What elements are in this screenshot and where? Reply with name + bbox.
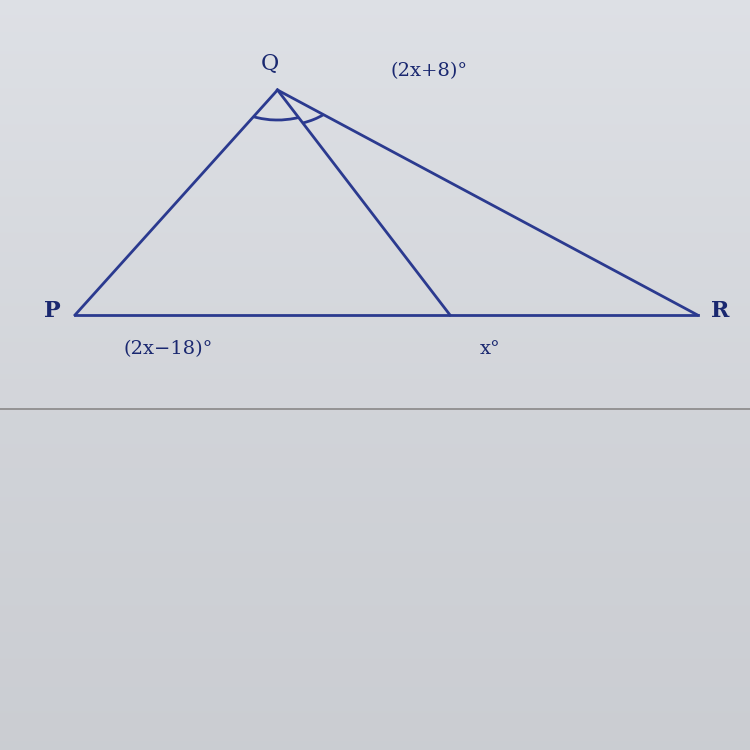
Text: (2x+8)°: (2x+8)° bbox=[390, 62, 467, 80]
Text: R: R bbox=[711, 300, 729, 322]
Text: (2x−18)°: (2x−18)° bbox=[124, 340, 213, 358]
Text: Q: Q bbox=[261, 53, 279, 75]
Text: x°: x° bbox=[480, 340, 501, 358]
Text: P: P bbox=[44, 300, 61, 322]
